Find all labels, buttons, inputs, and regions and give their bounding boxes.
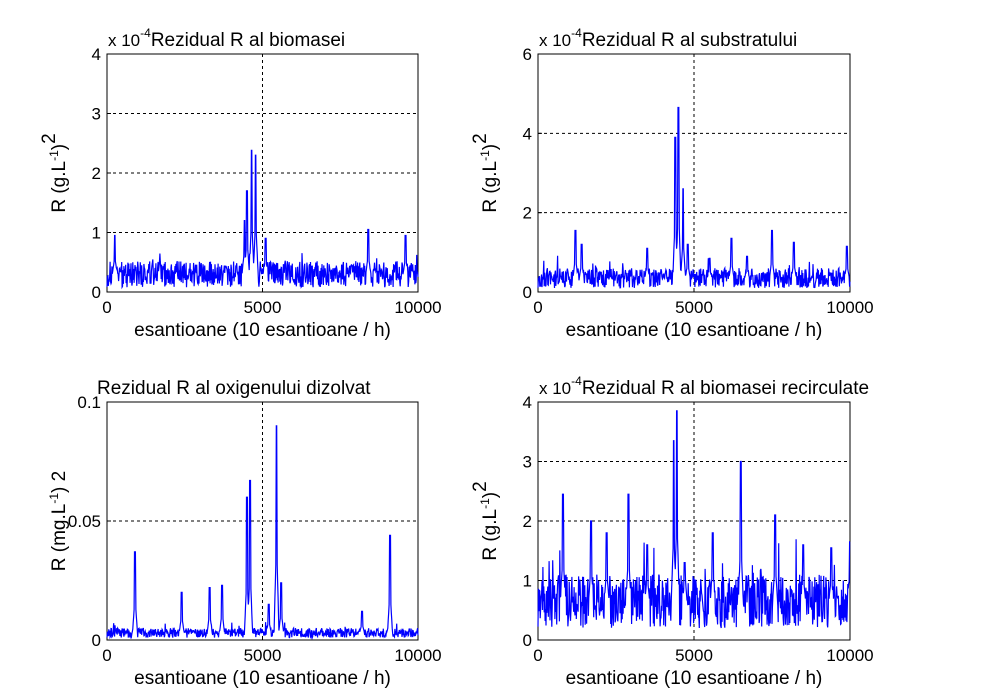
data-series-line (537, 106, 851, 289)
y-axis-label: R (mg.L-1) 2 (47, 471, 70, 571)
axes-box (537, 53, 851, 293)
x-axis-label: esantioane (10 esantioane / h) (566, 668, 823, 689)
x-tick-label: 0 (533, 298, 542, 317)
y-axis-label: R (g.L-1)2 (39, 133, 70, 212)
y-tick-label: 2 (92, 164, 101, 183)
y-tick-label: 4 (92, 45, 101, 64)
x-tick-label: 5000 (675, 646, 713, 665)
y-tick-label: 0 (92, 631, 101, 650)
x-axis-label: esantioane (10 esantioane / h) (134, 320, 391, 341)
x-tick-label: 5000 (244, 298, 282, 317)
y-tick-label: 4 (523, 124, 532, 143)
y-tick-label: 0 (523, 631, 532, 650)
y-tick-label: 1 (523, 572, 532, 591)
y-tick-label: 3 (523, 453, 532, 472)
axis-multiplier: x 10 (539, 379, 571, 398)
data-series-line (106, 425, 419, 640)
y-tick-label: 6 (523, 45, 532, 64)
subplot-1: 0 5000 10000 0 1 2 3 4 esantioane (10 esantioane… (39, 26, 442, 341)
x-tick-label: 10000 (826, 298, 873, 317)
subplot-title: Rezidual R al oxigenului dizolvat (97, 378, 371, 399)
x-axis-label: esantioane (10 esantioane / h) (134, 668, 391, 689)
x-tick-label: 5000 (244, 646, 282, 665)
y-tick-label: 0 (92, 283, 101, 302)
axis-multiplier: x 10 (539, 31, 571, 50)
subplot-4: 0 5000 10000 0 1 2 3 4 esantioane (10 esantioane… (470, 374, 874, 689)
x-tick-label: 10000 (826, 646, 873, 665)
x-tick-label: 0 (102, 646, 111, 665)
x-axis-label: esantioane (10 esantioane / h) (566, 320, 823, 341)
y-tick-label: 2 (523, 512, 532, 531)
y-tick-label: 1 (92, 224, 101, 243)
y-tick-label: 3 (92, 105, 101, 124)
subplot-2: 0 5000 10000 0 2 4 6 esantioane (10 esantioane … (470, 26, 874, 341)
subplot-title: x 10-4Rezidual R al biomasei recirculate (539, 374, 869, 399)
y-axis-label: R (g.L-1)2 (470, 481, 501, 560)
x-tick-label: 5000 (675, 298, 713, 317)
y-axis-label: R (g.L-1)2 (470, 133, 501, 212)
x-tick-label: 0 (533, 646, 542, 665)
x-tick-label: 10000 (394, 298, 441, 317)
y-tick-label: 0 (523, 283, 532, 302)
axis-multiplier: x 10 (108, 31, 140, 50)
y-tick-label: 4 (523, 393, 532, 412)
subplot-title: x 10-4Rezidual R al substratului (539, 26, 797, 51)
subplot-title: x 10-4Rezidual R al biomasei (108, 26, 345, 51)
data-series-line (106, 149, 419, 290)
y-tick-label: 0.05 (68, 512, 101, 531)
x-tick-label: 0 (102, 298, 111, 317)
y-tick-label: 0.1 (77, 393, 101, 412)
data-series-line (537, 410, 851, 629)
x-tick-label: 10000 (394, 646, 441, 665)
subplot-3: 0 5000 10000 0 0.05 0.1 esantioane (10 esantio… (47, 378, 442, 689)
y-tick-label: 2 (523, 204, 532, 223)
